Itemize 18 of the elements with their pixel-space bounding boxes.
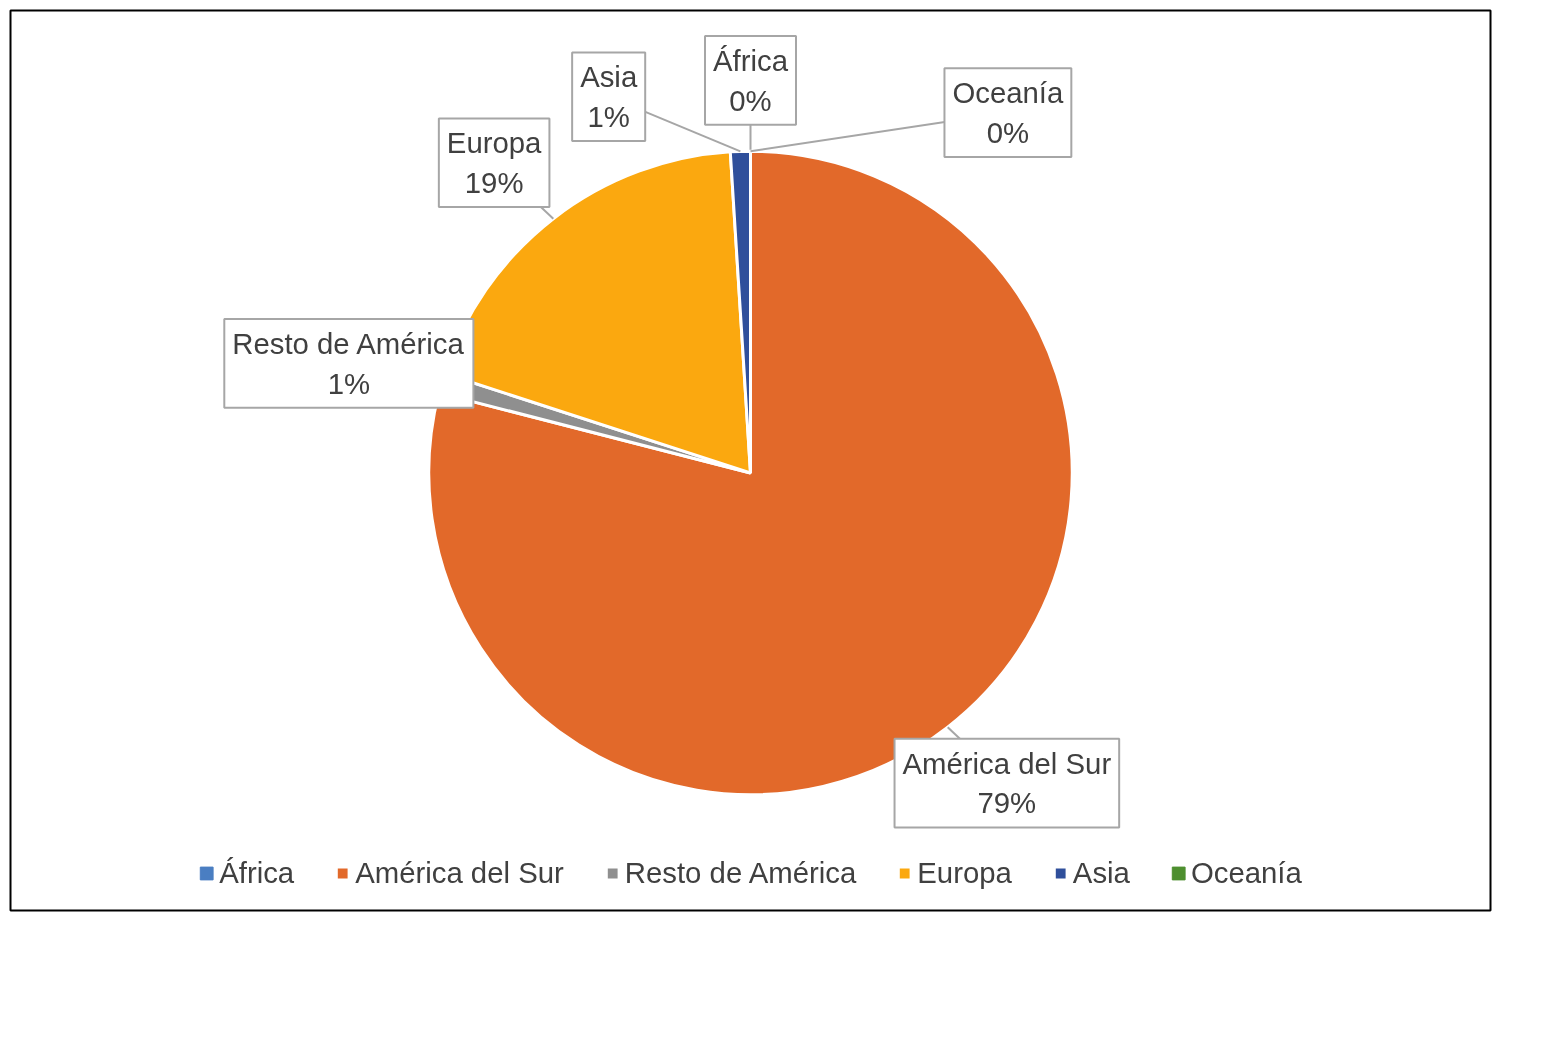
data-label: 1% [327,366,371,400]
slice-label: Asia [580,60,638,94]
legend-label: Oceanía [1190,856,1302,890]
legend-label: Europa [917,856,1012,890]
text: 0% [729,83,772,117]
data-label: 19% [464,166,524,200]
slice-label: Resto de América [232,327,465,361]
data-label: 1% [587,99,630,133]
slice-label: América del Sur [902,746,1112,780]
legend-label: Resto de América [624,856,857,890]
data-label: 79% [977,786,1037,820]
legend-label: América del Sur [355,856,564,890]
category-label: Oceanía [952,76,1064,110]
text: 0% [986,115,1030,149]
legend-label: África [219,856,295,890]
slice-label: Europa [446,126,543,160]
category-label: África [713,44,788,78]
legend-label: Asia [1072,856,1130,890]
